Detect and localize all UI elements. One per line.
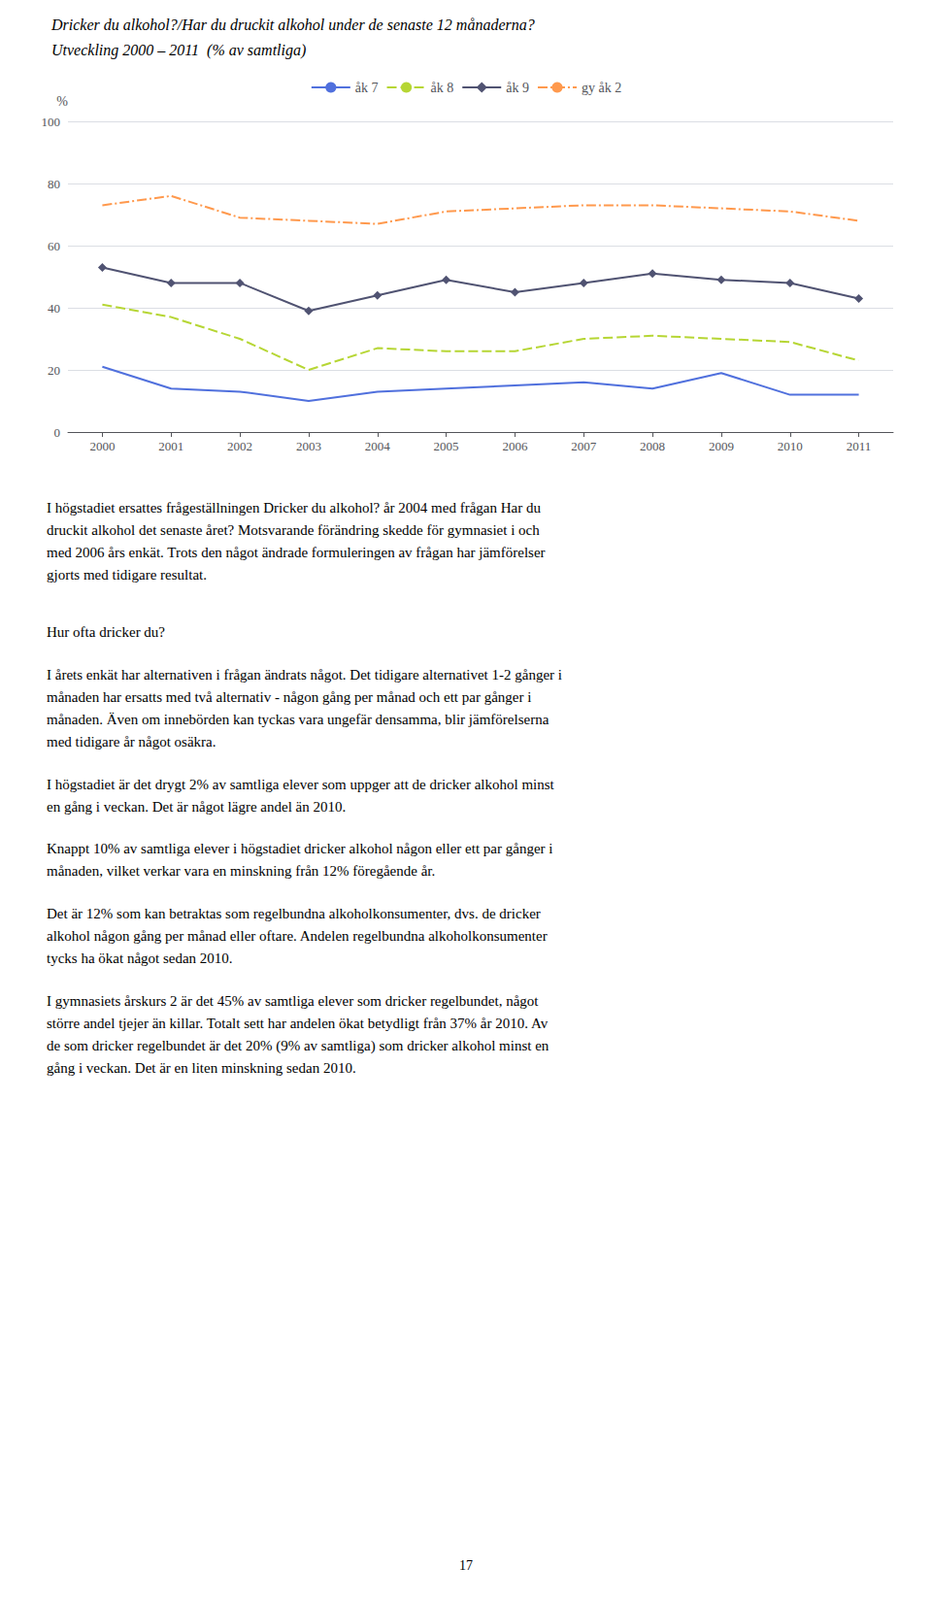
svg-text:60: 60: [47, 238, 61, 254]
svg-text:åk 9: åk 9: [505, 80, 530, 96]
svg-text:Det är 12% som kan betraktas s: Det är 12% som kan betraktas som regelbu…: [46, 905, 541, 922]
svg-text:%: %: [56, 94, 68, 109]
svg-text:0: 0: [54, 425, 62, 440]
svg-text:2001: 2001: [158, 438, 184, 454]
svg-text:med 2006 års enkät. Trots den: med 2006 års enkät. Trots den något ändr…: [46, 544, 546, 561]
svg-text:de som dricker regelbundet är: de som dricker regelbundet är det 20% (9…: [46, 1037, 550, 1055]
svg-text:I högstadiet är det drygt 2% a: I högstadiet är det drygt 2% av samtliga…: [46, 776, 556, 793]
svg-text:druckit alkohol det senaste år: druckit alkohol det senaste året? Motsva…: [46, 522, 540, 538]
svg-text:2004: 2004: [365, 438, 392, 454]
svg-text:gy åk 2: gy åk 2: [581, 80, 622, 96]
svg-text:månaden har ersatts med två al: månaden har ersatts med två alternativ -…: [46, 689, 532, 705]
svg-text:I årets enkät har alternativen: I årets enkät har alternativen i frågan …: [46, 666, 563, 683]
svg-text:2002: 2002: [227, 438, 253, 454]
svg-text:Dricker du alkohol?/Har du dru: Dricker du alkohol?/Har du druckit alkoh…: [50, 16, 535, 34]
svg-text:2003: 2003: [296, 438, 322, 454]
svg-text:2010: 2010: [777, 438, 803, 454]
svg-text:80: 80: [47, 176, 61, 192]
svg-text:Hur ofta dricker du?: Hur ofta dricker du?: [46, 624, 166, 640]
svg-text:åk 7: åk 7: [355, 80, 379, 96]
svg-text:17: 17: [459, 1558, 473, 1573]
svg-text:månaden. Även om innebörden ka: månaden. Även om innebörden kan tyckas v…: [46, 711, 550, 728]
svg-text:Utveckling 2000 – 2011 (% av: Utveckling 2000 – 2011 (% av samtliga): [51, 41, 306, 60]
svg-text:större andel tjejer än killar.: större andel tjejer än killar. Totalt se…: [46, 1015, 549, 1032]
svg-text:I gymnasiets årskurs 2 är det: I gymnasiets årskurs 2 är det 45% av sam…: [46, 993, 539, 1009]
svg-text:en gång i veckan. Det är något: en gång i veckan. Det är något lägre and…: [46, 798, 346, 815]
svg-text:100: 100: [41, 114, 62, 130]
svg-text:tycks ha ökat något sedan 2010: tycks ha ökat något sedan 2010.: [46, 950, 233, 966]
svg-text:2008: 2008: [639, 438, 666, 454]
svg-text:40: 40: [47, 300, 61, 316]
svg-text:2006: 2006: [501, 438, 529, 454]
svg-text:månaden, vilket verkar vara en: månaden, vilket verkar vara en minskning…: [46, 863, 435, 879]
svg-text:20: 20: [47, 363, 61, 378]
svg-text:gång i veckan. Det är en liten: gång i veckan. Det är en liten minskning…: [46, 1060, 357, 1076]
svg-text:2007: 2007: [570, 438, 598, 454]
svg-text:gjorts med tidigare resultat.: gjorts med tidigare resultat.: [46, 566, 207, 583]
svg-text:Knappt 10% av samtliga elever: Knappt 10% av samtliga elever i högstadi…: [46, 840, 553, 857]
svg-text:åk 8: åk 8: [431, 80, 455, 96]
svg-text:I högstadiet ersattes frågestä: I högstadiet ersattes frågeställningen D…: [46, 499, 541, 516]
svg-text:2000: 2000: [89, 438, 115, 454]
svg-text:med tidigare år något osäkra.: med tidigare år något osäkra.: [46, 733, 217, 750]
svg-text:alkohol någon gång per månad e: alkohol någon gång per månad eller oftar…: [46, 928, 548, 944]
svg-text:2011: 2011: [846, 438, 872, 454]
svg-text:2005: 2005: [433, 438, 460, 454]
svg-text:2009: 2009: [708, 438, 734, 454]
